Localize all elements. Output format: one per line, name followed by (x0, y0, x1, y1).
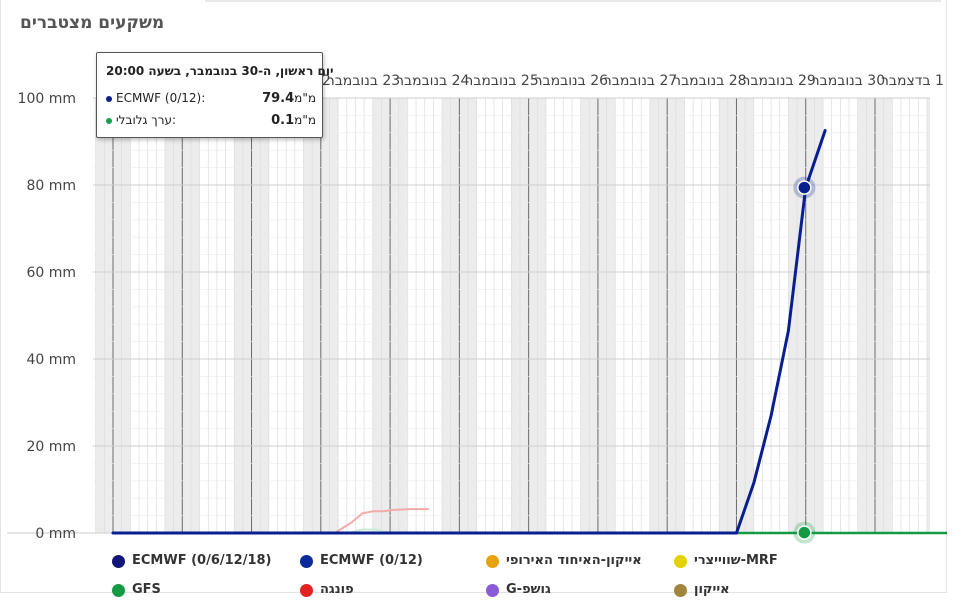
x-tick-label: 25 בנובמבר (465, 73, 538, 89)
legend-dot-icon (300, 555, 313, 568)
tooltip-row-global: ערך גלובלי: מ"מ0.1 (106, 113, 316, 129)
legend-label: שווייצרי-MRF (694, 553, 778, 568)
legend-label: ECMWF (0/12) (320, 553, 423, 568)
legend-label: אייקון (694, 582, 730, 597)
highlight-point (797, 180, 812, 195)
x-tick-label: 26 בנובמבר (535, 73, 608, 89)
series-dot-icon (106, 96, 112, 102)
y-tick-labels: 0 mm 20 mm 40 mm 60 mm 80 mm 100 mm (18, 91, 76, 542)
y-tick-label: 80 mm (26, 178, 76, 194)
x-tick-label: 1 בדצמבר (881, 73, 944, 89)
tooltip-value: 0.1 (271, 113, 295, 128)
legend-dot-icon (674, 584, 687, 597)
legend-dot-icon (486, 584, 499, 597)
legend-label: אייקון-האיחוד האירופי (506, 553, 642, 568)
y-tick-label: 40 mm (26, 352, 76, 368)
legend-dot-icon (486, 555, 499, 568)
series-line (319, 508, 430, 534)
tooltip-unit: מ"מ (294, 113, 316, 127)
tooltip: יום ראשון, ה-30 בנובמבר, בשעה 20:00 ECMW… (96, 52, 334, 138)
y-tick-label: 0 mm (35, 526, 76, 542)
night-bands (95, 98, 930, 533)
x-tick-label: 29 בנובמבר (742, 73, 815, 89)
tooltip-unit: מ"מ (294, 91, 316, 105)
legend-dot-icon (300, 584, 313, 597)
tooltip-row-value: מ"מ79.4 (262, 91, 316, 106)
legend-label: G-גושפ (506, 582, 551, 597)
highlight-points (793, 176, 816, 544)
chart-title: משקעים מצטברים (20, 13, 165, 33)
legend-dot-icon (112, 584, 125, 597)
tooltip-row-ecmwf: ECMWF (0/12): מ"מ79.4 (106, 91, 316, 107)
major-gridlines (112, 98, 876, 533)
x-tick-label: 27 בנובמבר (604, 73, 677, 89)
legend-label: GFS (132, 582, 161, 597)
x-tick-label: 24 בנובמבר (396, 73, 469, 89)
legend-dot-icon (674, 555, 687, 568)
legend-label: פונגה (320, 582, 354, 597)
night-band (926, 98, 930, 533)
highlight-point (797, 525, 812, 540)
legend-dot-icon (112, 555, 125, 568)
y-tick-label: 100 mm (18, 91, 76, 107)
minor-gridlines (95, 98, 928, 533)
x-tick-label: 28 בנובמבר (673, 73, 746, 89)
precipitation-chart[interactable]: 20 בנובמ21 בנובמבר22 בנובמבר23 בנובמבר24… (0, 0, 947, 593)
legend-label: ECMWF (0/6/12/18) (132, 553, 272, 568)
tooltip-value: 79.4 (262, 91, 295, 106)
tooltip-header: יום ראשון, ה-30 בנובמבר, בשעה 20:00 (106, 64, 334, 78)
x-tick-label: 30 בנובמבר (812, 73, 885, 89)
tooltip-row-label: ערך גלובלי: (116, 113, 177, 127)
tooltip-row-value: מ"מ0.1 (271, 113, 316, 128)
tooltip-row-label: ECMWF (0/12): (116, 91, 206, 105)
top-tab-indicator (205, 0, 941, 2)
y-tick-label: 60 mm (26, 265, 76, 281)
y-tick-label: 20 mm (26, 439, 76, 455)
series-line (351, 528, 388, 534)
series-dot-icon (106, 118, 112, 124)
x-tick-label: 23 בנובמבר (327, 73, 400, 89)
